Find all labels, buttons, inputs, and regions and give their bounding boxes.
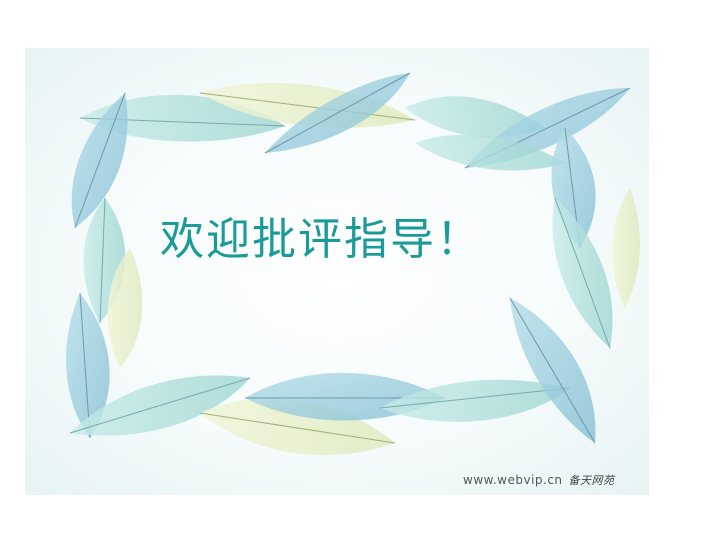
leaf-right-3 bbox=[509, 297, 596, 444]
leaf-top-4 bbox=[405, 96, 545, 138]
leaf-bottom-1 bbox=[69, 375, 251, 436]
leaf-frame-decoration bbox=[66, 72, 641, 456]
leaf-right-2 bbox=[552, 197, 613, 349]
leaf-left-3 bbox=[107, 248, 143, 368]
watermark-signature: 备天网苑 bbox=[568, 474, 615, 487]
slide-title: 欢迎批评指导！ bbox=[160, 214, 482, 265]
watermark: www.webvip.cn 备天网苑 bbox=[463, 472, 615, 488]
leaf-right-4 bbox=[612, 188, 641, 308]
leaf-left-4 bbox=[66, 292, 110, 439]
leaf-left-1 bbox=[71, 92, 128, 229]
leaf-top-3 bbox=[264, 72, 411, 154]
slide-panel: 欢迎批评指导！ www.webvip.cn 备天网苑 bbox=[25, 48, 649, 495]
leaf-bottom-2 bbox=[199, 398, 396, 456]
leaf-top-6 bbox=[415, 134, 565, 171]
watermark-url: www.webvip.cn bbox=[463, 473, 563, 487]
leaf-bottom-4 bbox=[379, 379, 571, 422]
